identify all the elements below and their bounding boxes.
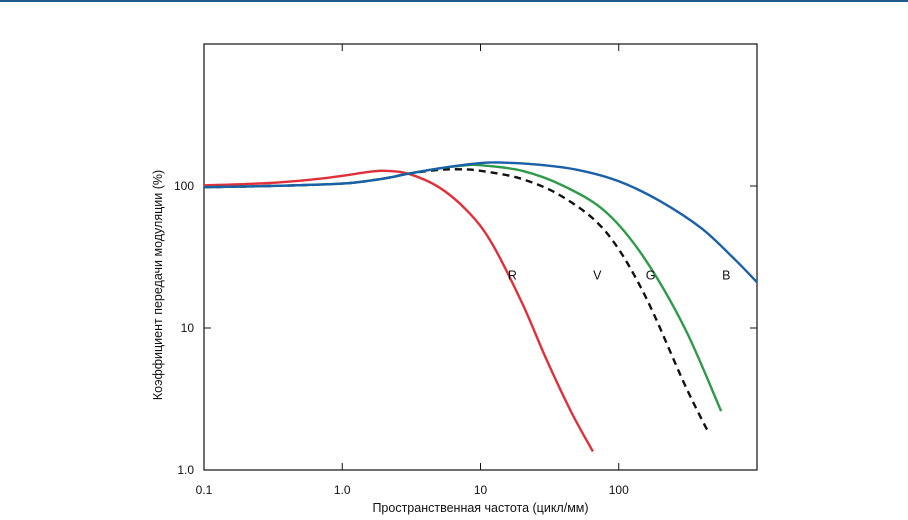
axis-ticks [203, 43, 758, 471]
x-tick-label: 1.0 [334, 483, 351, 497]
y-axis-label: Коэффициент передачи модуляции (%) [151, 170, 165, 400]
top-rule [0, 0, 908, 2]
x-tick-label: 100 [609, 483, 629, 497]
curves [203, 161, 758, 453]
x-axis-label: Пространственная частота (цикл/мм) [372, 501, 588, 515]
series-b-label: B [722, 268, 730, 282]
y-tick-label: 10 [181, 321, 195, 335]
series-b-line [203, 161, 758, 284]
plot-frame [203, 43, 758, 471]
series-g-line [203, 163, 723, 412]
x-tick-label: 0.1 [196, 483, 213, 497]
x-tick-label: 10 [474, 483, 488, 497]
y-tick-label: 100 [174, 179, 194, 193]
series-r-line [203, 169, 594, 453]
series-v-line [203, 168, 711, 435]
series-g-label: G [646, 268, 656, 282]
series-r-label: R [508, 268, 517, 282]
series-v-label: V [593, 268, 602, 282]
y-tick-label: 1.0 [177, 463, 194, 477]
